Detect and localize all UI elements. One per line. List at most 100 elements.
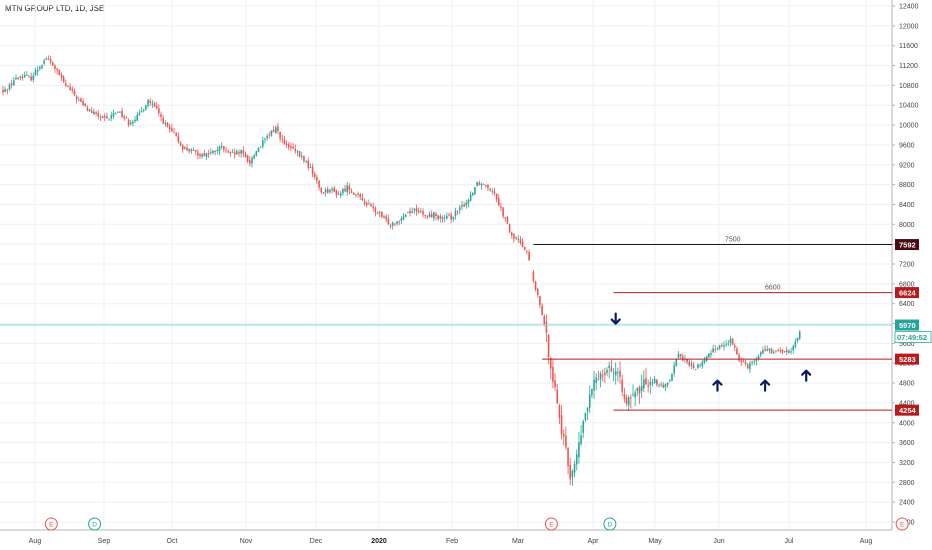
candle-body bbox=[322, 192, 325, 194]
candle bbox=[777, 348, 779, 352]
candle bbox=[554, 373, 556, 391]
candle-body bbox=[10, 83, 13, 85]
candle bbox=[766, 345, 769, 352]
up-arrow-icon bbox=[801, 369, 812, 382]
candle-body bbox=[482, 184, 485, 185]
time-tick-label: Oct bbox=[167, 538, 178, 545]
marker-circle bbox=[603, 517, 617, 531]
time-axis[interactable]: Aug Sep Oct Nov Dec 2020 Feb Mar Apr May Jun Jul Aug bbox=[29, 538, 873, 545]
candle bbox=[638, 385, 641, 405]
candle bbox=[300, 151, 303, 160]
candle bbox=[396, 221, 398, 226]
candle-body bbox=[788, 350, 790, 353]
earnings-marker[interactable]: E bbox=[544, 517, 558, 531]
candle bbox=[467, 198, 470, 208]
candle bbox=[653, 375, 656, 385]
candle-body bbox=[764, 348, 766, 351]
candle-body bbox=[316, 177, 318, 181]
candle bbox=[404, 214, 407, 218]
candle bbox=[242, 146, 245, 158]
candle-body bbox=[313, 173, 316, 177]
price-tick-label: 8800 bbox=[899, 182, 915, 189]
candle bbox=[465, 199, 468, 209]
candle-body bbox=[623, 394, 626, 399]
time-tick-label: 2020 bbox=[371, 538, 387, 545]
candle-body bbox=[497, 198, 500, 206]
price-tick-label: 10400 bbox=[899, 103, 919, 110]
candle bbox=[701, 359, 704, 369]
candle bbox=[459, 204, 461, 215]
candle-body bbox=[783, 351, 786, 352]
candle-body bbox=[359, 194, 362, 197]
candle-body bbox=[205, 153, 208, 157]
candle bbox=[309, 163, 312, 169]
candle bbox=[307, 157, 310, 171]
candle-body bbox=[740, 360, 743, 363]
candle-body bbox=[264, 138, 266, 140]
level-price-tag: 5283 bbox=[895, 353, 919, 365]
candle-body bbox=[435, 213, 437, 216]
candle bbox=[179, 140, 182, 147]
candle bbox=[560, 405, 563, 440]
candle bbox=[669, 379, 671, 383]
candle bbox=[402, 212, 405, 221]
candle-body bbox=[621, 379, 623, 392]
candle-body bbox=[456, 210, 459, 212]
candle-body bbox=[459, 207, 461, 211]
candle-body bbox=[67, 85, 69, 87]
candle bbox=[350, 188, 353, 194]
candle-body bbox=[127, 119, 130, 125]
candle bbox=[374, 206, 377, 217]
candle-body bbox=[617, 372, 619, 374]
candle bbox=[580, 425, 582, 446]
candle-body bbox=[775, 350, 777, 352]
candle-body bbox=[129, 122, 132, 125]
candle-body bbox=[649, 381, 652, 386]
candle bbox=[355, 193, 357, 198]
candle-body bbox=[796, 337, 799, 341]
earnings-marker[interactable]: E bbox=[44, 517, 58, 531]
dividend-marker[interactable]: D bbox=[603, 517, 617, 531]
candle-body bbox=[114, 113, 117, 115]
candle-body bbox=[164, 122, 167, 125]
candle bbox=[385, 213, 388, 223]
earnings-marker[interactable]: E bbox=[895, 517, 909, 531]
candle bbox=[259, 146, 262, 149]
price-tick-label: 7200 bbox=[899, 262, 915, 269]
price-tick-label: 8400 bbox=[899, 202, 915, 209]
candle bbox=[541, 303, 543, 316]
price-tick-label: 9200 bbox=[899, 162, 915, 169]
candle-body bbox=[508, 224, 511, 233]
candle bbox=[381, 211, 383, 219]
horizontal-levels[interactable]: 7500 7592 6600 6624 5283 4254 bbox=[533, 237, 919, 416]
candle-body bbox=[768, 348, 771, 351]
level-price-tag: 7592 bbox=[895, 239, 919, 251]
candle bbox=[727, 340, 730, 347]
candle-body bbox=[75, 96, 78, 100]
candle bbox=[58, 69, 61, 76]
candle bbox=[342, 187, 344, 196]
candle-body bbox=[84, 103, 87, 107]
candle-body bbox=[376, 213, 379, 215]
candle bbox=[64, 79, 67, 88]
candle-body bbox=[411, 211, 413, 213]
candle-body bbox=[296, 151, 299, 153]
candle bbox=[391, 221, 394, 230]
price-axis[interactable]: 2000240028003200360040004400480052005600… bbox=[892, 4, 919, 527]
candle-body bbox=[77, 99, 80, 101]
candle bbox=[238, 149, 240, 157]
candle-body bbox=[757, 355, 760, 360]
candle-body bbox=[682, 356, 684, 361]
candle bbox=[210, 147, 212, 156]
candle bbox=[610, 359, 613, 373]
candle-body bbox=[13, 80, 15, 86]
candle-body bbox=[179, 142, 182, 146]
candle bbox=[662, 382, 665, 389]
candle-body bbox=[391, 222, 394, 226]
dividend-marker[interactable]: D bbox=[88, 517, 102, 531]
candle bbox=[164, 120, 167, 127]
candle-body bbox=[162, 118, 165, 124]
candle-body bbox=[326, 188, 329, 193]
